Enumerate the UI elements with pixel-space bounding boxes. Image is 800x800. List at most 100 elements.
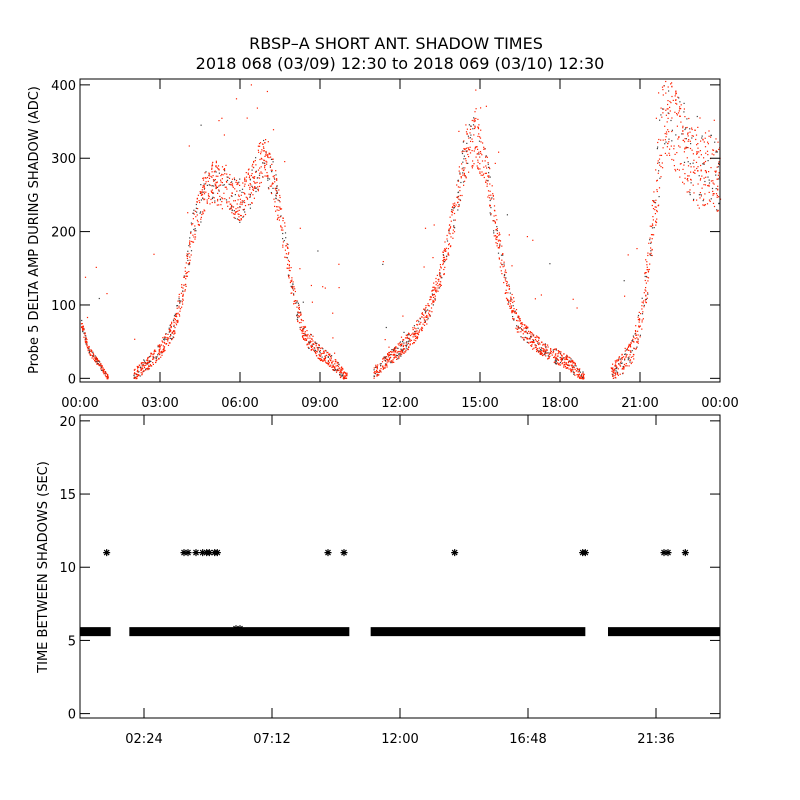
amplitude-dot (708, 184, 710, 186)
amplitude-dot (404, 337, 407, 339)
amplitude-dot (137, 374, 139, 376)
amplitude-dot (401, 353, 403, 355)
amplitude-dot (617, 360, 620, 362)
amplitude-dot (215, 171, 217, 173)
amplitude-dot (569, 360, 571, 362)
amplitude-dot (563, 357, 566, 359)
amplitude-dot (667, 100, 669, 102)
amplitude-dot (194, 225, 196, 227)
amplitude-dot (322, 352, 324, 354)
amplitude-dot (147, 363, 149, 365)
amplitude-dot (463, 169, 465, 171)
amplitude-dot (293, 300, 295, 302)
amplitude-dot (696, 152, 698, 154)
amplitude-dot (133, 373, 135, 375)
amplitude-dot (305, 339, 308, 341)
amplitude-dot (238, 181, 240, 183)
amplitude-dot (460, 177, 462, 179)
amplitude-dot (689, 192, 691, 194)
amplitude-dot (254, 160, 256, 162)
amplitude-dot (463, 184, 465, 186)
amplitude-dot (278, 216, 280, 218)
amplitude-dot (627, 254, 629, 256)
amplitude-dot (697, 183, 699, 185)
amplitude-dot (465, 158, 467, 160)
amplitude-dot (566, 364, 568, 366)
amplitude-dot (471, 165, 473, 167)
amplitude-dot (384, 357, 386, 359)
amplitude-dot (663, 108, 665, 110)
amplitude-dot (476, 146, 478, 148)
amplitude-dot (311, 344, 313, 346)
amplitude-dot (273, 198, 275, 200)
amplitude-dot (81, 326, 83, 328)
amplitude-dot (521, 323, 523, 325)
amplitude-dot (155, 359, 157, 361)
amplitude-dot (486, 167, 488, 169)
amplitude-dot (267, 179, 269, 181)
amplitude-dot (269, 153, 271, 155)
amplitude-dot (239, 184, 241, 186)
amplitude-dot (99, 361, 101, 363)
amplitude-dot (503, 263, 505, 265)
amplitude-dot (241, 202, 243, 204)
amplitude-dot (238, 195, 240, 197)
amplitude-dot (170, 334, 172, 337)
amplitude-dot (307, 333, 309, 336)
amplitude-dot (147, 367, 149, 369)
amplitude-dot (432, 289, 434, 291)
amplitude-dot (173, 333, 175, 335)
amplitude-dot (294, 302, 296, 304)
amplitude-dot (510, 297, 512, 299)
amplitude-dot (538, 342, 540, 344)
amplitude-dot (239, 206, 241, 208)
amplitude-dot (684, 138, 686, 140)
amplitude-dot (83, 327, 85, 330)
amplitude-dot (179, 310, 181, 312)
amplitude-dot (146, 361, 149, 363)
amplitude-dot (577, 376, 579, 378)
amplitude-dot (140, 372, 142, 374)
amplitude-dot (332, 365, 334, 368)
amplitude-dot (489, 190, 491, 192)
amplitude-dot (384, 367, 386, 369)
amplitude-dot (704, 193, 706, 195)
amplitude-dot (158, 346, 160, 348)
amplitude-dot (438, 287, 441, 289)
amplitude-dot (149, 361, 151, 363)
amplitude-dot (487, 162, 489, 164)
interval-outlier-point (180, 549, 188, 557)
amplitude-dot (199, 191, 201, 193)
amplitude-dot (423, 324, 426, 326)
amplitude-dot (657, 141, 659, 144)
amplitude-dot (200, 218, 202, 220)
amplitude-dot (303, 328, 305, 330)
amplitude-dot (285, 237, 287, 239)
amplitude-dot (649, 239, 651, 241)
amplitude-dot (289, 281, 291, 284)
amplitude-dot (140, 363, 142, 365)
amplitude-dot (196, 214, 198, 216)
amplitude-dot (439, 275, 441, 277)
amplitude-dot (396, 352, 398, 354)
amplitude-dot (685, 147, 687, 149)
amplitude-dot (452, 206, 454, 208)
amplitude-dot (209, 203, 211, 205)
amplitude-dot (175, 322, 177, 324)
amplitude-dot (499, 246, 501, 248)
amplitude-dot (138, 371, 140, 373)
amplitude-dot (306, 330, 308, 332)
amplitude-dot (226, 188, 228, 190)
amplitude-dot (408, 334, 410, 336)
amplitude-dot (452, 232, 454, 234)
amplitude-dot (546, 352, 548, 354)
amplitude-dot (667, 103, 669, 106)
amplitude-dot (652, 219, 654, 221)
amplitude-dot (454, 202, 456, 204)
amplitude-dot (163, 341, 165, 343)
amplitude-dot (628, 365, 630, 367)
amplitude-dot (135, 376, 137, 379)
amplitude-dot (642, 302, 644, 304)
amplitude-dot (398, 357, 400, 359)
amplitude-dot (494, 222, 496, 224)
